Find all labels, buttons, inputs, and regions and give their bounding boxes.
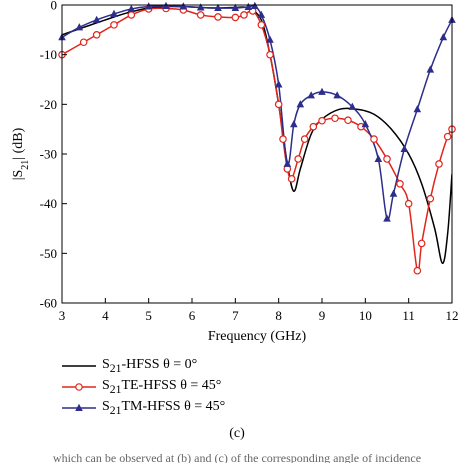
series-1-point-34 bbox=[443, 132, 452, 141]
series-line-2 bbox=[62, 5, 452, 221]
legend-entry-0: S21-HFSS θ = 0° bbox=[62, 355, 225, 376]
legend-entry-1: S21TE-HFSS θ = 45° bbox=[62, 376, 225, 397]
series-2-point-1 bbox=[75, 23, 84, 31]
series-1-point-2 bbox=[92, 30, 101, 39]
legend-label-0: S21-HFSS θ = 0° bbox=[102, 356, 198, 375]
series-1-point-31 bbox=[417, 239, 426, 248]
series-2-point-15 bbox=[274, 80, 283, 88]
series-1-point-10 bbox=[231, 13, 240, 22]
x-tick-label-1: 4 bbox=[102, 308, 109, 323]
series-2-point-25 bbox=[383, 214, 391, 222]
series-2-point-24 bbox=[374, 154, 383, 162]
series-1-point-1 bbox=[79, 38, 88, 47]
series-2-point-19 bbox=[307, 91, 315, 99]
series-2-point-26 bbox=[389, 189, 398, 197]
series-1-point-32 bbox=[426, 194, 435, 203]
series-1-point-14 bbox=[266, 50, 274, 59]
x-tick-label-4: 7 bbox=[232, 308, 239, 323]
series-line-0 bbox=[62, 5, 452, 265]
series-1-point-3 bbox=[110, 21, 118, 29]
series-2-point-13 bbox=[257, 10, 266, 18]
series-1-point-26 bbox=[370, 135, 378, 143]
series-2-point-4 bbox=[127, 4, 136, 12]
y-tick-label-4: -40 bbox=[40, 196, 57, 211]
series-1-point-13 bbox=[257, 21, 266, 29]
legend-triangle-icon bbox=[62, 403, 96, 411]
legend-entry-2: S21TM-HFSS θ = 45° bbox=[62, 397, 225, 418]
series-1-point-15 bbox=[274, 100, 283, 109]
series-1-point-23 bbox=[331, 114, 339, 123]
y-tick-label-3: -30 bbox=[40, 147, 57, 162]
series-2-point-3 bbox=[110, 9, 118, 17]
series-1-point-20 bbox=[300, 135, 309, 143]
legend: S21-HFSS θ = 0° S21TE-HFSS θ = 45° S21TM… bbox=[62, 355, 225, 418]
series-1-point-19 bbox=[294, 155, 302, 163]
x-tick-label-5: 8 bbox=[275, 308, 282, 323]
y-tick-label-1: -10 bbox=[40, 47, 57, 62]
series-2-point-17 bbox=[290, 120, 298, 128]
series-2-point-22 bbox=[348, 102, 357, 110]
x-tick-label-2: 5 bbox=[145, 308, 152, 323]
legend-label-1: S21TE-HFSS θ = 45° bbox=[102, 377, 222, 396]
tick-layer: 3 4 5 6 7 8 9 10 11 12 0 -10 -20 -30 -40 -50 -60 bbox=[40, 0, 459, 323]
series-2-point-10 bbox=[231, 3, 240, 11]
y-tick-label-2: -20 bbox=[40, 97, 57, 112]
series-2-point-11 bbox=[244, 2, 253, 10]
y-tick-label-0: 0 bbox=[51, 0, 58, 13]
series-1-point-29 bbox=[404, 199, 413, 208]
x-tick-label-3: 6 bbox=[189, 308, 196, 323]
series-2-point-9 bbox=[214, 3, 222, 11]
x-tick-label-0: 3 bbox=[59, 308, 66, 323]
legend-circle-icon bbox=[62, 382, 96, 391]
series-2-point-5 bbox=[144, 2, 153, 10]
series-2-point-21 bbox=[333, 91, 341, 99]
series-2-point-30 bbox=[439, 33, 448, 41]
series-1-point-22 bbox=[318, 116, 326, 125]
x-tick-label-6: 9 bbox=[319, 308, 326, 323]
x-tick-label-9: 12 bbox=[446, 308, 459, 323]
series-2-point-23 bbox=[361, 120, 370, 128]
plot-frame bbox=[61, 4, 453, 304]
series-1-point-30 bbox=[413, 266, 422, 275]
legend-label-2: S21TM-HFSS θ = 45° bbox=[102, 398, 226, 417]
figure-caption: (c) bbox=[229, 426, 245, 441]
marker-layer bbox=[58, 1, 456, 275]
y-tick-label-6: -60 bbox=[40, 296, 57, 311]
footer-text: which can be observed at (b) and (c) of … bbox=[52, 451, 422, 463]
series-1-point-33 bbox=[435, 160, 443, 168]
y-axis-title-sub: 21 bbox=[20, 160, 31, 170]
series-2-point-16 bbox=[283, 159, 292, 167]
series-2-point-27 bbox=[400, 144, 409, 153]
series-line-1 bbox=[62, 7, 452, 273]
series-2-point-18 bbox=[296, 100, 305, 108]
series-2-point-28 bbox=[413, 105, 422, 113]
series-1-point-4 bbox=[127, 11, 136, 19]
series-1-point-9 bbox=[214, 13, 222, 21]
series-1-point-8 bbox=[196, 11, 205, 19]
series-2-point-2 bbox=[92, 15, 101, 23]
series-1-point-21 bbox=[309, 122, 318, 131]
series-layer bbox=[62, 5, 452, 273]
legend-line-icon bbox=[62, 364, 96, 367]
x-tick-label-8: 11 bbox=[402, 308, 415, 323]
series-1-point-18 bbox=[287, 175, 296, 183]
series-1-point-24 bbox=[344, 116, 352, 125]
series-2-point-14 bbox=[266, 35, 274, 43]
series-1-point-16 bbox=[279, 135, 287, 143]
series-1-point-27 bbox=[383, 155, 391, 163]
x-tick-label-7: 10 bbox=[359, 308, 372, 323]
series-1-point-11 bbox=[240, 11, 248, 19]
s21-chart: 3 4 5 6 7 8 9 10 11 12 0 -10 -20 -30 -40 -50 -60 Frequen… bbox=[11, 0, 459, 344]
x-axis-title: Frequency (GHz) bbox=[208, 329, 307, 344]
y-axis-title: |S21| (dB) bbox=[11, 127, 31, 180]
series-1-point-28 bbox=[396, 180, 404, 188]
series-2-point-8 bbox=[196, 3, 205, 11]
y-tick-label-5: -50 bbox=[40, 246, 57, 261]
series-2-point-20 bbox=[318, 87, 326, 95]
series-2-point-7 bbox=[179, 2, 188, 10]
series-2-point-29 bbox=[426, 65, 435, 73]
